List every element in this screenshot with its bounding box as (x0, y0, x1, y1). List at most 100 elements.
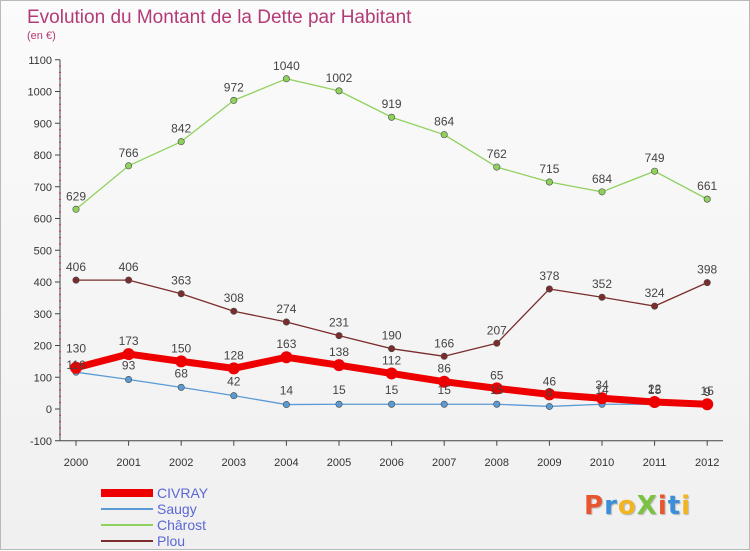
data-label-plou: 352 (592, 277, 612, 291)
y-tick-label: 700 (34, 182, 52, 194)
data-point-chârost (177, 138, 185, 146)
y-minor-tick (59, 275, 61, 277)
y-minor-tick (59, 110, 61, 112)
data-label-chârost: 972 (224, 80, 244, 94)
legend-swatch (101, 540, 153, 542)
y-minor-tick (59, 78, 61, 80)
data-point-civray (70, 361, 82, 374)
chart-title: Evolution du Montant de la Dette par Hab… (27, 7, 412, 28)
data-label-chârost: 749 (645, 151, 665, 165)
legend-swatch (101, 524, 153, 526)
y-minor-tick (59, 160, 61, 162)
x-tick-label: 2009 (537, 457, 561, 469)
logo-letter: r (604, 491, 618, 521)
legend-label: Chârost (157, 517, 207, 533)
data-label-saugy: 14 (595, 383, 609, 397)
data-point-plou (545, 285, 553, 293)
data-label-chârost: 762 (487, 147, 507, 161)
y-minor-tick (59, 306, 61, 308)
y-minor-tick (59, 395, 61, 397)
data-point-civray (438, 375, 451, 388)
y-minor-tick (59, 243, 61, 245)
data-point-civray (122, 348, 135, 361)
x-tick-label: 2001 (116, 457, 140, 469)
data-label-plou: 324 (645, 286, 665, 300)
y-minor-tick (59, 414, 61, 416)
data-point-saugy (545, 402, 553, 410)
y-minor-tick (59, 364, 61, 366)
data-point-plou (388, 345, 396, 353)
data-label-civray: 163 (276, 337, 296, 351)
y-tick-label: 500 (34, 245, 52, 257)
y-minor-tick (59, 332, 61, 334)
data-point-chârost (72, 205, 80, 213)
data-point-civray (596, 392, 608, 405)
data-label-chârost: 766 (119, 146, 139, 160)
data-point-chârost (440, 131, 448, 139)
y-tick-label: 0 (46, 404, 52, 416)
data-point-chârost (335, 87, 343, 95)
y-minor-tick (59, 148, 61, 150)
proxiti-logo: ProXiti (584, 491, 691, 521)
data-label-plou: 190 (382, 329, 402, 343)
y-minor-tick (59, 167, 61, 169)
data-label-saugy: 8 (546, 385, 553, 399)
y-minor-tick (59, 300, 61, 302)
data-point-saugy (282, 401, 290, 409)
data-label-chârost: 629 (66, 189, 86, 203)
data-point-chârost (230, 96, 238, 104)
data-label-saugy: 93 (122, 358, 136, 372)
data-label-chârost: 864 (434, 115, 454, 129)
data-point-plou (177, 290, 185, 298)
x-tick-label: 2002 (169, 457, 193, 469)
y-minor-tick (59, 351, 61, 353)
data-label-chârost: 1002 (326, 71, 353, 85)
logo-letter: i (681, 491, 692, 521)
x-tick-label: 2003 (222, 457, 246, 469)
data-point-chârost (125, 162, 133, 170)
y-tick-label: 400 (34, 277, 52, 289)
y-tick-label: 300 (34, 309, 52, 321)
data-label-chârost: 661 (697, 179, 717, 193)
data-point-plou (72, 276, 80, 284)
x-tick-label: 2008 (485, 457, 509, 469)
data-point-saugy (335, 400, 343, 408)
x-tick-label: 2006 (379, 457, 403, 469)
data-label-chârost: 1040 (273, 59, 300, 73)
y-tick-label: 1100 (28, 55, 52, 67)
y-minor-tick (59, 427, 61, 429)
y-tick-label: 200 (34, 341, 52, 353)
y-minor-tick (59, 135, 61, 137)
y-minor-tick (59, 383, 61, 385)
data-label-saugy: 15 (332, 383, 346, 397)
y-minor-tick (59, 129, 61, 131)
logo-letter: P (584, 491, 605, 521)
data-label-plou: 378 (539, 269, 559, 283)
y-minor-tick (59, 256, 61, 258)
data-label-saugy: 68 (175, 366, 189, 380)
data-point-plou (335, 332, 343, 340)
y-minor-tick (59, 141, 61, 143)
y-minor-tick (59, 357, 61, 359)
data-point-chârost (598, 188, 606, 196)
data-label-saugy: 15 (385, 383, 399, 397)
data-label-civray: 15 (701, 384, 715, 398)
x-tick-label: 2000 (64, 457, 88, 469)
data-label-saugy: 15 (648, 383, 662, 397)
data-point-civray (648, 396, 661, 409)
data-label-plou: 274 (276, 302, 296, 316)
y-minor-tick (59, 294, 61, 296)
y-minor-tick (59, 230, 61, 232)
data-label-saugy: 9 (704, 385, 711, 399)
data-label-civray: 34 (595, 378, 609, 392)
data-point-plou (651, 302, 659, 310)
logo-letter: i (657, 491, 668, 521)
y-tick-label: 100 (34, 372, 52, 384)
legend-label: Saugy (157, 501, 197, 517)
y-minor-tick (59, 179, 61, 181)
data-point-plou (493, 339, 501, 347)
y-tick-label: 900 (34, 118, 52, 130)
data-point-chârost (388, 113, 396, 121)
y-minor-tick (59, 262, 61, 264)
